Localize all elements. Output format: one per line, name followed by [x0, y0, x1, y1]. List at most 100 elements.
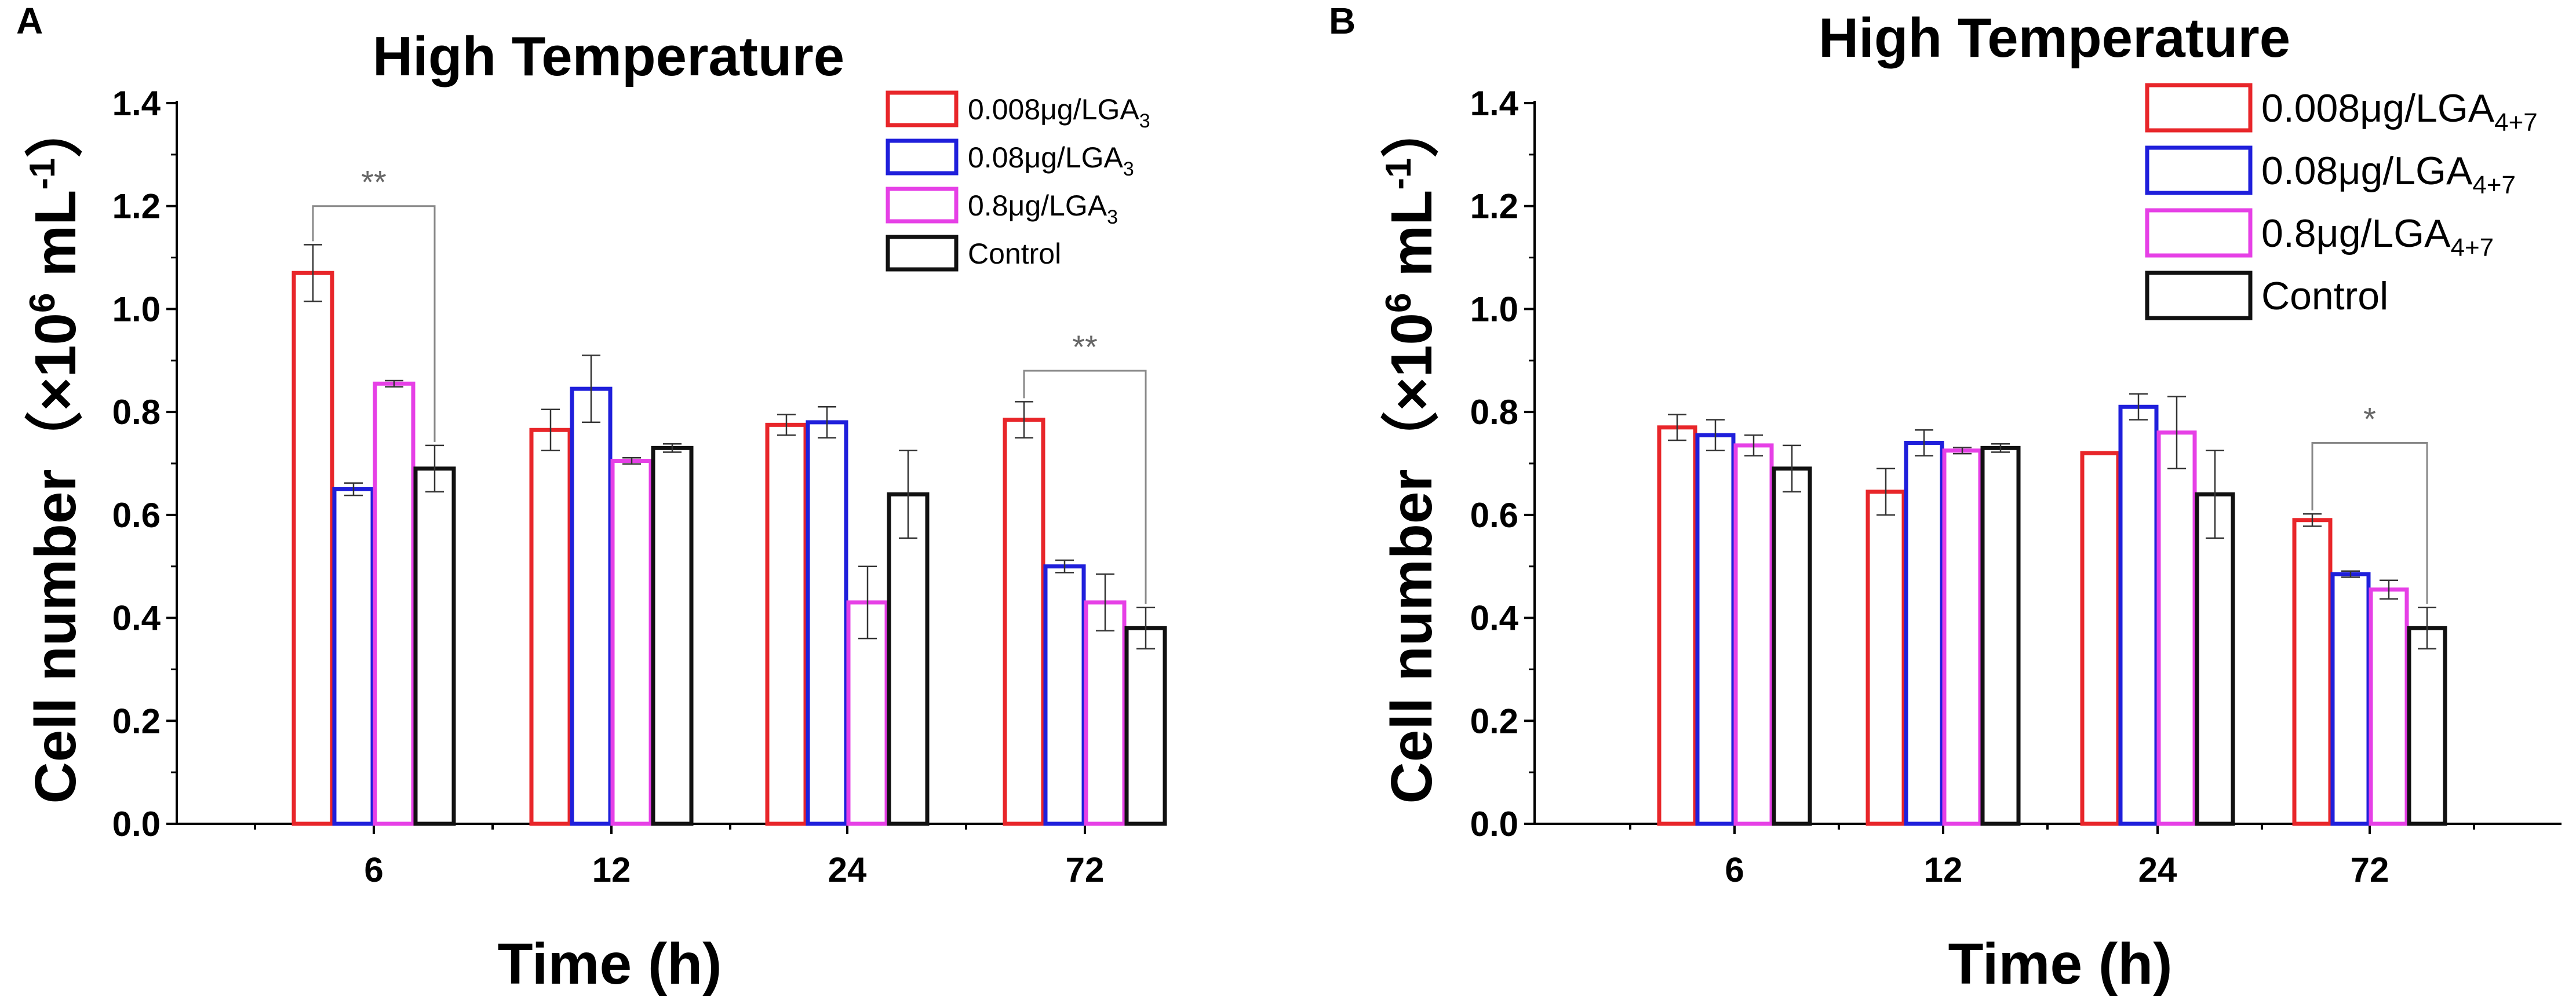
- y-axis-label-part: ）: [23, 100, 88, 158]
- x-tick-label: 72: [1066, 850, 1105, 889]
- bar: [529, 428, 572, 826]
- legend-label: 0.8μg/LGA3: [968, 189, 1118, 228]
- legend-swatch: [2145, 145, 2253, 195]
- bar: [2407, 626, 2447, 826]
- legend-label-text: 0.008μg/LGA: [968, 93, 1139, 126]
- bar: [1084, 600, 1127, 826]
- y-axis-label-part: mL: [23, 190, 88, 293]
- bar: [1124, 626, 1167, 826]
- x-tick-label: 6: [364, 850, 383, 889]
- legend-label: 0.08μg/LGA4+7: [2261, 149, 2516, 199]
- bar: [1695, 433, 1736, 826]
- bar: [1733, 443, 1774, 826]
- legend-swatch: [886, 235, 959, 272]
- chart-panel-b: B High Temperature 0.0 0.2 0.4 0.6 0.8 1.0 1.2 1.…: [1329, 0, 2562, 996]
- bar: [651, 445, 694, 826]
- significance-label: *: [2363, 400, 2376, 437]
- bar: [2195, 492, 2235, 826]
- y-tick-label: 0.6: [1470, 496, 1518, 535]
- y-tick-label: 0.2: [1470, 702, 1518, 740]
- y-tick-label: 0.4: [1470, 599, 1519, 638]
- y-tick-label: 0.0: [112, 805, 161, 843]
- bar: [2118, 404, 2159, 826]
- x-tick-label: 24: [2138, 850, 2177, 889]
- legend-label: Control: [2261, 274, 2388, 318]
- significance-bracket: [312, 205, 436, 442]
- y-axis-label: Cell number（×106 mL-1）: [1379, 100, 1444, 804]
- legend-label-subscript: 3: [1139, 110, 1150, 132]
- y-tick-label: 0.0: [1470, 805, 1518, 843]
- bar: [1980, 445, 2021, 826]
- bar: [373, 381, 416, 826]
- y-axis-label-part: mL: [1379, 190, 1444, 293]
- y-axis-label-part: Cell number（×10: [1379, 313, 1444, 804]
- legend-label: 0.008μg/LGA3: [968, 93, 1150, 132]
- legend-swatch: [2145, 83, 2253, 133]
- bar: [2330, 572, 2371, 826]
- bar: [332, 487, 375, 826]
- legend-label-subscript: 4+7: [2451, 233, 2494, 262]
- bar: [292, 271, 334, 826]
- y-tick-label: 0.2: [112, 702, 161, 740]
- y-axis-label: Cell number（×106 mL-1）: [23, 100, 88, 804]
- y-tick-label: 0.8: [112, 393, 161, 432]
- y-axis-label-superscript: -1: [23, 158, 63, 190]
- y-tick-label: 0.6: [112, 496, 161, 535]
- legend-swatch: [2145, 208, 2253, 258]
- x-tick-label: 12: [1924, 850, 1963, 889]
- legend-label-text: 0.8μg/LGA: [968, 189, 1107, 222]
- bar: [2080, 451, 2120, 826]
- y-tick-label: 1.2: [1470, 187, 1518, 226]
- y-tick-label: 0.4: [112, 599, 161, 638]
- bar: [806, 420, 848, 826]
- legend-label-text: Control: [2261, 274, 2388, 318]
- bar: [846, 600, 889, 826]
- y-tick-label: 1.4: [1470, 84, 1519, 123]
- bar: [765, 422, 808, 826]
- y-tick-label: 1.4: [112, 84, 161, 123]
- x-tick-label: 24: [828, 850, 867, 889]
- legend-swatch: [886, 90, 959, 127]
- y-axis-label-superscript: -1: [1379, 158, 1419, 190]
- x-tick-label: 12: [592, 850, 631, 889]
- legend-label-text: 0.008μg/LGA: [2261, 86, 2495, 130]
- bar: [1942, 448, 1983, 826]
- y-axis-label-superscript: 6: [23, 293, 63, 312]
- x-tick-label: 72: [2351, 850, 2389, 889]
- legend-label: 0.8μg/LGA4+7: [2261, 211, 2494, 262]
- panel-label: A: [16, 0, 43, 42]
- panel-label: B: [1329, 0, 1356, 42]
- bar: [1772, 466, 1812, 826]
- significance-bracket: [1023, 370, 1147, 604]
- legend-label: Control: [968, 238, 1061, 270]
- bar: [1043, 564, 1086, 826]
- x-tick-label: 6: [1725, 850, 1744, 889]
- y-tick-label: 0.8: [1470, 393, 1518, 432]
- y-tick-label: 1.0: [112, 290, 161, 328]
- bar: [2369, 587, 2409, 826]
- x-axis-label: Time (h): [497, 932, 722, 996]
- bar: [570, 386, 613, 826]
- y-tick-label: 1.2: [112, 187, 161, 226]
- y-axis-label-superscript: 6: [1379, 293, 1419, 312]
- legend-swatch: [2145, 271, 2253, 320]
- bar: [1657, 425, 1697, 826]
- bar: [1904, 440, 1944, 826]
- bar: [887, 492, 930, 826]
- bar: [413, 466, 456, 826]
- legend-label-text: 0.08μg/LGA: [2261, 149, 2473, 193]
- bar: [1865, 490, 1906, 826]
- significance-bracket: [2311, 441, 2428, 604]
- legend-label-subscript: 3: [1107, 206, 1118, 228]
- bar: [2156, 430, 2197, 826]
- legend-label: 0.008μg/LGA4+7: [2261, 86, 2538, 137]
- legend-label-text: 0.08μg/LGA: [968, 141, 1124, 174]
- legend-swatch: [886, 138, 959, 176]
- bar: [2292, 518, 2333, 826]
- legend-label-subscript: 4+7: [2494, 108, 2538, 137]
- chart-panel-a: A High Temperature 0.0 0.2 0.4 0.6 0.8 1.0 1.2 1.…: [16, 0, 1167, 996]
- legend-label-subscript: 4+7: [2472, 171, 2516, 199]
- legend-label-text: 0.8μg/LGA: [2261, 211, 2451, 255]
- legend-swatch: [886, 187, 959, 224]
